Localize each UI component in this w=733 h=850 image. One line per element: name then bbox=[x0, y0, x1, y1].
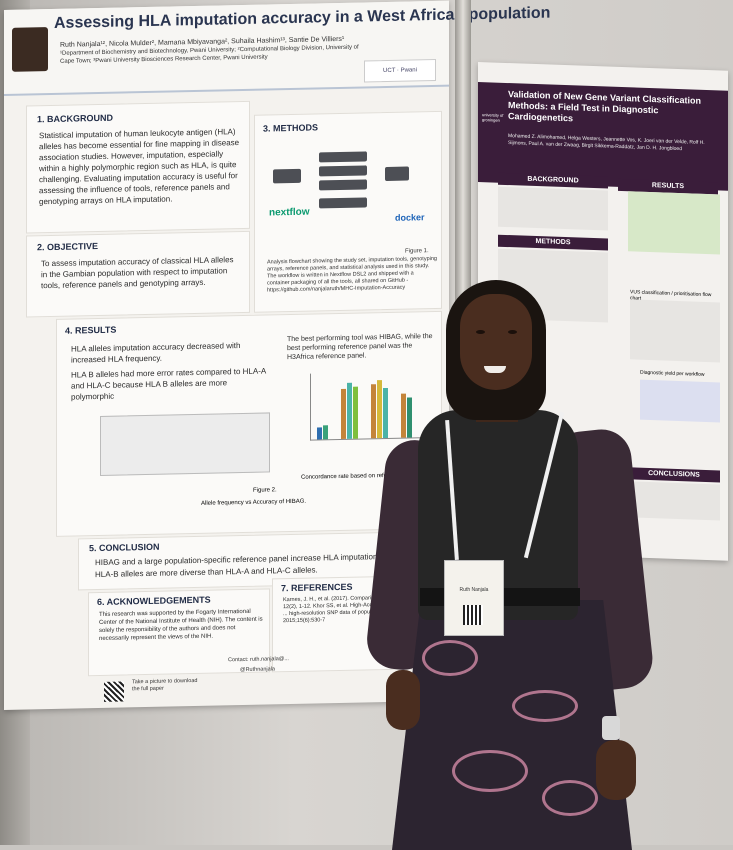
figure1-label: Figure 1. bbox=[405, 248, 429, 255]
skirt-pattern bbox=[452, 750, 528, 792]
docker-logo: docker bbox=[395, 212, 425, 223]
figure2-label: Figure 2. bbox=[253, 487, 277, 494]
acknowledgements-panel: 6. ACKNOWLEDGEMENTS This research was su… bbox=[88, 588, 270, 677]
background-panel: 1. BACKGROUND Statistical imputation of … bbox=[26, 100, 250, 234]
allele-frequency-chart bbox=[100, 412, 270, 476]
flow-box bbox=[319, 179, 367, 191]
face bbox=[460, 294, 532, 390]
wristwatch bbox=[602, 716, 620, 740]
background-text: Statistical imputation of human leukocyt… bbox=[39, 127, 240, 207]
chart-bar bbox=[347, 382, 352, 439]
author-photo bbox=[12, 27, 48, 72]
neighbor-poster-authors: Mohamed Z. Alimohamed, Helga Westers, Je… bbox=[508, 133, 705, 153]
objective-text: To assess imputation accuracy of classic… bbox=[41, 255, 234, 291]
methods-heading: 3. METHODS bbox=[263, 122, 319, 134]
flow-box bbox=[385, 166, 409, 182]
poster-authors: Ruth Nanjala¹², Nicola Mulder², Mamana M… bbox=[60, 35, 360, 66]
left-hand bbox=[386, 670, 420, 730]
chart-bar bbox=[353, 386, 358, 439]
neighbor-section-background: BACKGROUND bbox=[498, 172, 608, 189]
institution-logos: UCT · Pwani bbox=[364, 58, 436, 83]
results-heading: 4. RESULTS bbox=[65, 324, 117, 336]
right-hand bbox=[596, 740, 636, 800]
objective-panel: 2. OBJECTIVE To assess imputation accura… bbox=[26, 230, 250, 318]
results-bullet-2: HLA B alleles had more error rates compa… bbox=[71, 366, 266, 402]
figure2-caption: Allele frequency vs Accuracy of HIBAG. bbox=[201, 498, 307, 507]
qr-caption: Take a picture to download the full pape… bbox=[132, 677, 198, 693]
skirt-pattern bbox=[422, 640, 478, 676]
smile bbox=[484, 366, 506, 373]
conclusion-heading: 5. CONCLUSION bbox=[89, 541, 160, 554]
badge-qr-code bbox=[463, 605, 483, 625]
flow-box bbox=[319, 151, 367, 163]
skirt-pattern bbox=[512, 690, 578, 722]
flow-box bbox=[319, 165, 367, 177]
chart-bar bbox=[323, 425, 328, 440]
name-badge: Ruth Nanjala bbox=[444, 560, 504, 636]
neighbor-section-methods: METHODS bbox=[498, 234, 608, 251]
skirt-pattern bbox=[542, 780, 598, 816]
references-heading: 7. REFERENCES bbox=[281, 581, 353, 594]
right-eye bbox=[508, 330, 517, 334]
presenter: Ruth Nanjala bbox=[364, 270, 672, 850]
chart-bar bbox=[341, 388, 346, 439]
patterned-skirt bbox=[392, 600, 632, 850]
badge-name: Ruth Nanjala bbox=[459, 587, 489, 593]
acknowledgements-heading: 6. ACKNOWLEDGEMENTS bbox=[97, 594, 211, 608]
results-bullet-1: HLA alleles imputation accuracy decrease… bbox=[71, 341, 241, 365]
flow-box bbox=[319, 197, 367, 209]
neighbor-text-block bbox=[498, 186, 608, 231]
contact-email: Contact: ruth.nanjala@... bbox=[228, 656, 289, 664]
poster-qr-code bbox=[104, 681, 124, 702]
nextflow-logo: nextflow bbox=[269, 206, 310, 219]
acknowledgements-text: This research was supported by the Fogar… bbox=[99, 608, 263, 643]
poster-header: Assessing HLA imputation accuracy in a W… bbox=[4, 0, 550, 96]
left-eye bbox=[476, 330, 485, 334]
background-heading: 1. BACKGROUND bbox=[37, 112, 114, 125]
neighbor-poster-title: Validation of New Gene Variant Classific… bbox=[508, 89, 702, 124]
neighbor-table bbox=[628, 191, 720, 255]
chart-bar bbox=[317, 427, 322, 440]
neighbor-poster-logo: university of groningen bbox=[482, 112, 504, 123]
objective-heading: 2. OBJECTIVE bbox=[37, 241, 99, 253]
flow-box bbox=[273, 168, 301, 184]
twitter-handle: @Ruthnanjala bbox=[240, 666, 275, 674]
